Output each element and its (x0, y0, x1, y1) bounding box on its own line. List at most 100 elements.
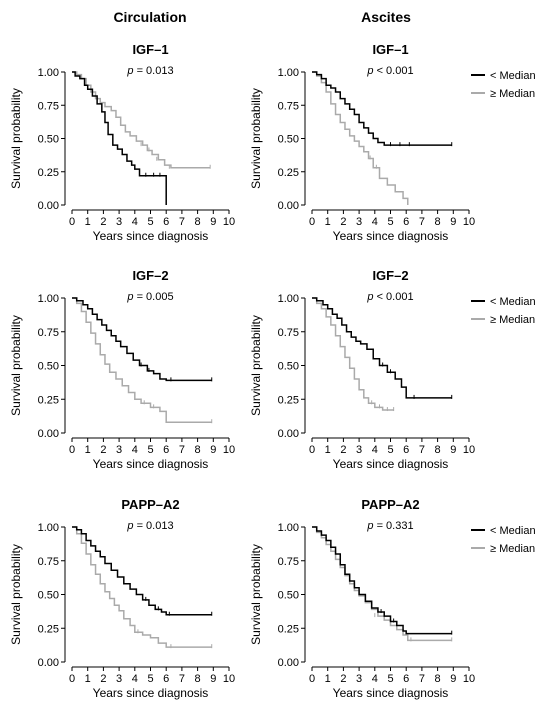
x-axis-label: Years since diagnosis (333, 686, 449, 700)
x-tick-label: 5 (147, 673, 153, 685)
y-tick-label: 0.25 (278, 167, 299, 179)
y-axis-label: Survival probability (9, 315, 23, 416)
x-tick-label: 2 (340, 444, 346, 456)
x-tick-label: 8 (435, 444, 441, 456)
p-value: p = 0.013 (126, 520, 173, 532)
x-tick-label: 7 (179, 216, 185, 228)
y-tick-label: 0.75 (278, 556, 299, 568)
x-axis-label: Years since diagnosis (93, 457, 209, 471)
x-tick-label: 8 (435, 673, 441, 685)
x-tick-label: 6 (163, 444, 169, 456)
x-tick-label: 3 (116, 444, 122, 456)
y-tick-label: 0.50 (38, 134, 59, 146)
x-tick-label: 1 (85, 444, 91, 456)
x-tick-label: 7 (419, 216, 425, 228)
legend-label: ≥ Median (490, 88, 535, 100)
x-tick-label: 7 (179, 673, 185, 685)
y-tick-label: 1.00 (38, 67, 59, 79)
survival-curve-below-median (312, 297, 452, 399)
y-axis-label: Survival probability (9, 544, 23, 645)
y-tick-label: 0.25 (38, 394, 59, 406)
y-tick-label: 1.00 (278, 522, 299, 534)
y-tick-label: 0.50 (278, 590, 299, 602)
survival-curve-above-median (72, 297, 212, 423)
y-tick-label: 0.50 (38, 590, 59, 602)
x-tick-label: 0 (309, 673, 315, 685)
x-tick-label: 0 (69, 673, 75, 685)
y-tick-label: 1.00 (278, 67, 299, 79)
panel-title: PAPP–A2 (121, 497, 179, 512)
y-tick-label: 1.00 (278, 293, 299, 305)
y-tick-label: 0.25 (38, 623, 59, 635)
x-tick-label: 5 (387, 673, 393, 685)
survival-curve-above-median (72, 71, 211, 169)
column-title-circulation: Circulation (113, 9, 186, 25)
p-value: p < 0.001 (366, 65, 413, 77)
x-tick-label: 10 (463, 444, 475, 456)
x-tick-label: 0 (69, 216, 75, 228)
km-panel-3: IGF–2 p = 0.005 0 1 2 3 4 5 6 7 8 9 10 0.00 0.25 0.50 0.… (9, 268, 235, 471)
x-tick-label: 6 (163, 673, 169, 685)
km-panel-5: PAPP–A2 p = 0.013 0 1 2 3 4 5 6 7 8 9 10 0.00 0.25 0.50… (9, 497, 235, 700)
x-tick-label: 10 (223, 444, 235, 456)
x-tick-label: 4 (372, 216, 378, 228)
y-tick-label: 0.75 (38, 556, 59, 568)
survival-curve-above-median (312, 526, 452, 642)
column-title-ascites: Ascites (361, 9, 411, 25)
x-tick-label: 2 (100, 673, 106, 685)
x-tick-label: 1 (325, 444, 331, 456)
x-tick-label: 3 (116, 673, 122, 685)
x-tick-label: 10 (463, 673, 475, 685)
km-panel-2: IGF–1 p < 0.001 0 1 2 3 4 5 6 7 8 9 10 0.00 0.25 0.50 0.… (249, 42, 475, 243)
x-tick-label: 4 (372, 673, 378, 685)
x-tick-label: 0 (69, 444, 75, 456)
x-tick-label: 1 (85, 216, 91, 228)
y-axis-label: Survival probability (249, 315, 263, 416)
legend: < Median ≥ Median (471, 525, 536, 555)
x-tick-label: 7 (179, 444, 185, 456)
y-tick-label: 0.50 (278, 361, 299, 373)
x-tick-label: 4 (132, 444, 138, 456)
x-tick-label: 3 (356, 444, 362, 456)
y-axis-label: Survival probability (249, 88, 263, 189)
panel-title: PAPP–A2 (361, 497, 419, 512)
x-tick-label: 8 (195, 216, 201, 228)
p-value: p = 0.013 (126, 65, 173, 77)
x-tick-label: 10 (223, 673, 235, 685)
panel-title: IGF–1 (372, 42, 408, 57)
panel-title: IGF–2 (372, 268, 408, 283)
x-tick-label: 4 (132, 216, 138, 228)
survival-curve-below-median (312, 526, 452, 635)
y-tick-label: 0.50 (278, 134, 299, 146)
x-tick-label: 9 (450, 444, 456, 456)
x-tick-label: 1 (325, 216, 331, 228)
x-axis-label: Years since diagnosis (93, 686, 209, 700)
x-tick-label: 3 (116, 216, 122, 228)
km-panel-4: IGF–2 p < 0.001 0 1 2 3 4 5 6 7 8 9 10 0.00 0.25 0.50 0.… (249, 268, 475, 471)
y-axis-label: Survival probability (249, 544, 263, 645)
x-tick-label: 6 (403, 673, 409, 685)
x-tick-label: 4 (372, 444, 378, 456)
y-tick-label: 0.25 (278, 394, 299, 406)
survival-curve-above-median (312, 71, 409, 205)
y-tick-label: 0.75 (38, 100, 59, 112)
x-tick-label: 9 (210, 216, 216, 228)
y-tick-label: 1.00 (38, 522, 59, 534)
x-tick-label: 3 (356, 216, 362, 228)
y-tick-label: 0.50 (38, 361, 59, 373)
y-tick-label: 0.00 (38, 200, 59, 212)
legend-label: < Median (490, 70, 536, 82)
legends: < Median≥ Median< Median≥ Median< Median… (471, 70, 536, 555)
survival-curve-below-median (312, 71, 452, 146)
y-tick-label: 0.00 (38, 657, 59, 669)
x-tick-label: 5 (387, 216, 393, 228)
y-tick-label: 0.00 (38, 428, 59, 440)
x-tick-label: 8 (195, 444, 201, 456)
km-panel-1: IGF–1 p = 0.013 0 1 2 3 4 5 6 7 8 9 10 0.00 0.25 0.50 0.… (9, 42, 235, 243)
x-tick-label: 1 (85, 673, 91, 685)
x-tick-label: 2 (340, 673, 346, 685)
survival-curve-below-median (72, 297, 212, 382)
x-axis-label: Years since diagnosis (333, 229, 449, 243)
